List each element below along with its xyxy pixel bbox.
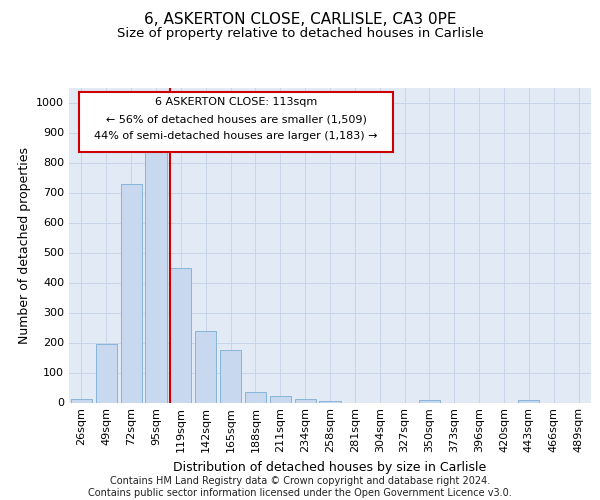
Bar	[121, 184, 142, 402]
Bar	[145, 152, 167, 403]
Bar	[419, 400, 440, 402]
X-axis label: Distribution of detached houses by size in Carlisle: Distribution of detached houses by size …	[173, 461, 487, 474]
Bar	[71, 399, 92, 402]
Bar	[270, 396, 291, 402]
Text: 44% of semi-detached houses are larger (1,183) →: 44% of semi-detached houses are larger (…	[94, 132, 378, 141]
Text: Contains HM Land Registry data © Crown copyright and database right 2024.
Contai: Contains HM Land Registry data © Crown c…	[88, 476, 512, 498]
Text: 6 ASKERTON CLOSE: 113sqm: 6 ASKERTON CLOSE: 113sqm	[155, 96, 317, 106]
Bar	[96, 344, 117, 403]
Text: ← 56% of detached houses are smaller (1,509): ← 56% of detached houses are smaller (1,…	[106, 114, 367, 124]
Text: 6, ASKERTON CLOSE, CARLISLE, CA3 0PE: 6, ASKERTON CLOSE, CARLISLE, CA3 0PE	[144, 12, 456, 28]
Bar	[170, 268, 191, 402]
Bar	[319, 401, 341, 402]
Bar	[295, 398, 316, 402]
Text: Size of property relative to detached houses in Carlisle: Size of property relative to detached ho…	[116, 28, 484, 40]
Bar	[245, 392, 266, 402]
Bar	[518, 400, 539, 402]
Y-axis label: Number of detached properties: Number of detached properties	[17, 146, 31, 344]
Bar	[220, 350, 241, 403]
FancyBboxPatch shape	[79, 92, 392, 152]
Bar	[195, 331, 216, 402]
